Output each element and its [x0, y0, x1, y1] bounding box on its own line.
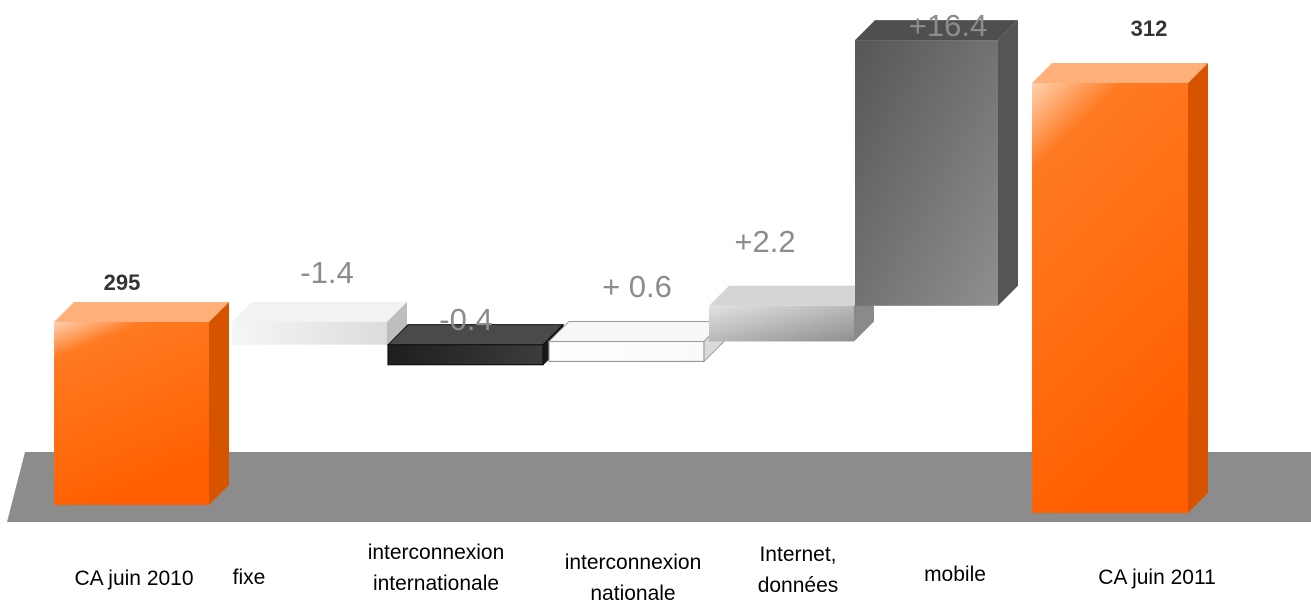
- category-label-3-line-2: internationale: [373, 572, 499, 595]
- bar-top-5: [709, 285, 874, 306]
- bar-top-7: [1032, 63, 1208, 83]
- value-label-5: +2.2: [734, 224, 795, 259]
- bar-top-2: [232, 302, 407, 322]
- bar-1: [54, 302, 229, 505]
- bar-2: [232, 302, 407, 345]
- category-label-4-line-1: interconnexion: [565, 551, 702, 574]
- value-label-2: -1.4: [300, 255, 353, 290]
- bar-front-3: [387, 344, 544, 366]
- bar-front-5: [709, 305, 854, 342]
- bar-top-6: [855, 20, 1018, 41]
- category-label-5-line-2: données: [758, 574, 839, 597]
- category-label-3-line-1: interconnexion: [368, 541, 505, 564]
- bar-4: [547, 320, 726, 363]
- category-label-1: CA juin 2010: [74, 567, 193, 590]
- bar-side-1: [209, 302, 229, 505]
- bar-7: [1032, 63, 1208, 513]
- category-label-4-line-2: nationale: [590, 582, 675, 600]
- bar-side-2: [387, 302, 407, 345]
- value-label-3: -0.4: [439, 302, 492, 337]
- value-label-4: + 0.6: [602, 269, 672, 304]
- bar-side-6: [998, 20, 1018, 306]
- bar-top-1: [54, 302, 229, 322]
- bar-front-4: [548, 340, 705, 363]
- bar-6: [855, 20, 1018, 306]
- category-label-5-line-1: Internet,: [759, 543, 836, 566]
- category-label-6: mobile: [924, 563, 986, 586]
- bar-side-7: [1188, 63, 1208, 513]
- bar-front-1: [54, 322, 209, 505]
- value-label-7: 312: [1131, 16, 1168, 41]
- category-label-7: CA juin 2011: [1098, 566, 1216, 589]
- bar-front-2: [232, 322, 387, 345]
- bar-5: [709, 285, 874, 342]
- bar-front-6: [855, 40, 998, 306]
- value-label-6: +16.4: [909, 8, 987, 43]
- bar-top-4: [547, 320, 726, 342]
- category-label-2: fixe: [233, 566, 266, 589]
- bar-front-7: [1032, 83, 1188, 513]
- value-label-1: 295: [104, 270, 141, 295]
- floor-slab: [7, 452, 1311, 522]
